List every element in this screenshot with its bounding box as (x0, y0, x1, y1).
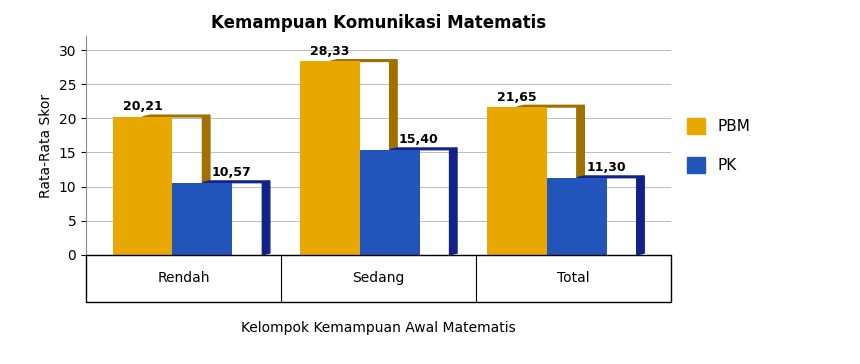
Text: 11,30: 11,30 (587, 161, 626, 174)
Text: 15,40: 15,40 (399, 133, 439, 146)
Text: 28,33: 28,33 (310, 45, 349, 58)
Polygon shape (329, 60, 397, 62)
Polygon shape (202, 115, 210, 255)
Text: Sedang: Sedang (353, 272, 404, 285)
Polygon shape (577, 176, 644, 178)
Polygon shape (450, 148, 457, 255)
Bar (487, 107, 547, 255)
Bar (547, 178, 607, 255)
Polygon shape (390, 60, 397, 255)
Text: Rendah: Rendah (157, 272, 210, 285)
Bar (113, 117, 173, 255)
Polygon shape (202, 181, 270, 183)
Polygon shape (636, 176, 644, 255)
Text: 21,65: 21,65 (497, 91, 537, 104)
Legend: PBM, PK: PBM, PK (687, 118, 751, 173)
Bar (173, 183, 232, 255)
Text: 20,21: 20,21 (123, 100, 163, 114)
Text: 10,57: 10,57 (212, 166, 251, 179)
Bar (300, 62, 359, 255)
Polygon shape (577, 105, 584, 255)
Polygon shape (390, 148, 457, 150)
Y-axis label: Rata-Rata Skor: Rata-Rata Skor (39, 94, 53, 198)
Polygon shape (143, 115, 210, 117)
Text: Kelompok Kemampuan Awal Matematis: Kelompok Kemampuan Awal Matematis (241, 321, 516, 335)
Polygon shape (517, 105, 584, 107)
Polygon shape (262, 181, 270, 255)
Text: Total: Total (557, 272, 590, 285)
Title: Kemampuan Komunikasi Matematis: Kemampuan Komunikasi Matematis (211, 14, 546, 32)
Bar (359, 150, 420, 255)
